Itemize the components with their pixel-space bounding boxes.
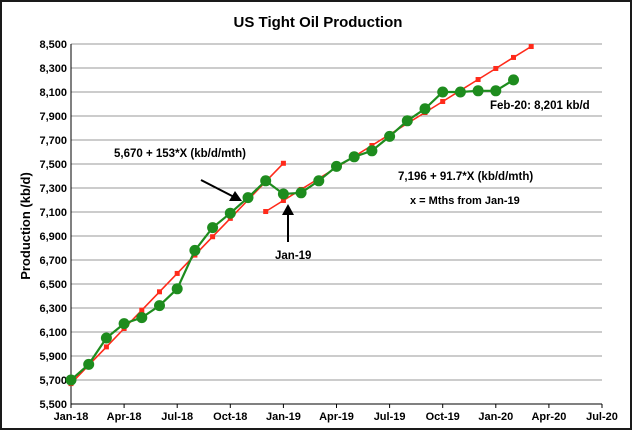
actual-point: [136, 312, 148, 324]
fit-point: [475, 77, 481, 83]
annotation-feb20-value: Feb-20: 8,201 kb/d: [490, 100, 590, 112]
x-tick-label: Jan-20: [478, 411, 513, 423]
x-tick-label: Apr-19: [319, 411, 354, 423]
fit-point: [493, 65, 499, 71]
x-tick-label: Jan-19: [266, 411, 301, 423]
x-tick-label: Oct-18: [213, 411, 247, 423]
arrow-fit-2018-head: [229, 191, 242, 201]
actual-point: [472, 85, 484, 97]
y-tick-label: 6,700: [39, 255, 67, 267]
actual-point: [242, 192, 254, 204]
x-tick-label: Oct-19: [426, 411, 460, 423]
x-tick-label: Apr-18: [107, 411, 142, 423]
actual-point: [65, 374, 77, 386]
series-actual-production: [65, 74, 519, 386]
x-tick-labels: Jan-18 Apr-18 Jul-18 Oct-18 Jan-19 Apr-19 Jul-…: [54, 411, 618, 423]
fit-point: [280, 160, 286, 166]
y-tick-label: 7,900: [39, 111, 67, 123]
y-tick-label: 8,500: [39, 39, 67, 51]
axes: [70, 44, 603, 408]
y-tick-label: 6,900: [39, 231, 67, 243]
y-tick-label: 6,100: [39, 327, 67, 339]
y-tick-label: 8,100: [39, 87, 67, 99]
fit-point: [174, 270, 180, 276]
x-tick-label: Jul-20: [586, 411, 618, 423]
y-tick-label: 7,700: [39, 135, 67, 147]
fit-point: [440, 98, 446, 104]
y-tick-label: 6,300: [39, 303, 67, 315]
actual-point: [401, 115, 413, 127]
fit-point: [210, 234, 216, 240]
x-tick-label: Jul-19: [374, 411, 406, 423]
actual-point: [83, 358, 95, 370]
y-tick-label: 7,100: [39, 207, 67, 219]
x-tick-label: Jan-18: [54, 411, 89, 423]
actual-point: [189, 244, 201, 256]
actual-point: [437, 86, 449, 98]
fit-point: [103, 344, 109, 350]
actual-point: [419, 103, 431, 115]
x-tick-label: Apr-20: [531, 411, 566, 423]
y-tick-label: 7,300: [39, 183, 67, 195]
annotation-x-definition: x = Mths from Jan-19: [410, 195, 520, 207]
arrow-jan19-head: [282, 204, 294, 215]
actual-point: [490, 85, 502, 97]
actual-point: [118, 318, 130, 330]
chart-title: US Tight Oil Production: [234, 14, 403, 31]
fit-point: [263, 209, 269, 215]
actual-point: [154, 300, 165, 312]
actual-point: [207, 222, 219, 234]
y-tick-labels: 5,500 5,700 5,900 6,100 6,300 6,500 6,700 6,900…: [39, 39, 67, 411]
actual-point: [100, 332, 112, 344]
y-tick-label: 7,500: [39, 159, 67, 171]
actual-point: [260, 175, 272, 187]
actual-point: [171, 283, 183, 295]
arrow-fit-2018: [200, 179, 237, 199]
y-tick-label: 5,900: [39, 351, 67, 363]
fit-point: [280, 197, 286, 203]
fit-point: [139, 307, 145, 313]
series-linear-fit: [68, 160, 286, 387]
y-tick-label: 5,700: [39, 375, 67, 387]
y-tick-label: 8,300: [39, 63, 67, 75]
fit-point: [528, 44, 534, 50]
actual-point: [454, 86, 466, 98]
annotation-fit-2018: 5,670 + 153*X (kb/d/mth): [114, 148, 246, 160]
actual-point: [313, 175, 325, 187]
y-tick-label: 5,500: [39, 399, 67, 411]
actual-line: [70, 78, 515, 381]
actual-point: [277, 188, 289, 200]
grid: [71, 43, 602, 405]
annotations: 5,670 + 153*X (kb/d/mth) 7,196 + 91.7*X …: [114, 100, 590, 262]
actual-point: [384, 130, 396, 142]
actual-point: [295, 187, 307, 199]
actual-point: [366, 145, 378, 157]
fit-point: [157, 289, 162, 295]
actual-point: [508, 74, 519, 86]
actual-point: [348, 151, 360, 163]
y-tick-label: 6,500: [39, 279, 67, 291]
x-tick-label: Jul-18: [161, 411, 193, 423]
annotation-fit-2019: 7,196 + 91.7*X (kb/d/mth): [398, 171, 533, 183]
fit-point: [511, 54, 516, 60]
annotation-jan19: Jan-19: [275, 250, 311, 262]
actual-point: [224, 207, 236, 219]
series-layer: [65, 44, 534, 387]
y-axis-label: Production (kb/d): [18, 172, 33, 280]
actual-point: [331, 160, 342, 172]
